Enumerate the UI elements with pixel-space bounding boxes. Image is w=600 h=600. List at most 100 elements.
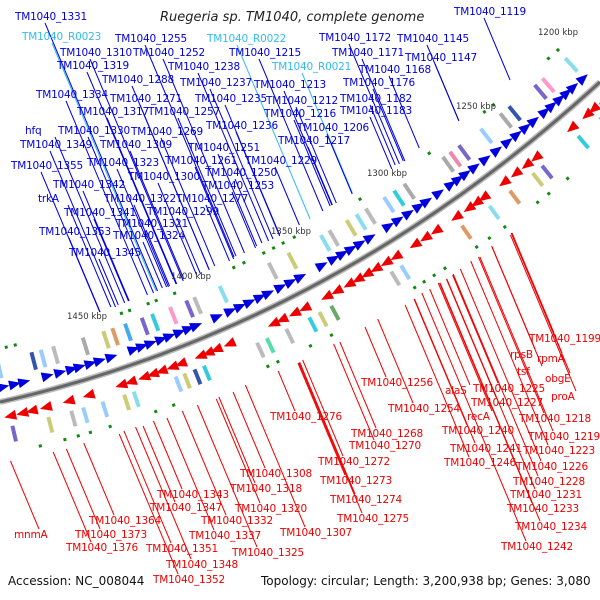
forward-gene-label[interactable]: TM1040_1324 [113, 230, 185, 242]
forward-gene-label[interactable]: TM1040_1261 [165, 155, 237, 167]
forward-gene-label[interactable]: TM1040_1171 [332, 47, 404, 59]
forward-gene-label[interactable]: TM1040_1212 [266, 95, 338, 107]
forward-gene-label[interactable]: TM1040_1345 [69, 247, 141, 259]
forward-gene-label[interactable]: TM1040_1331 [15, 11, 87, 23]
reverse-gene-label[interactable]: TM1040_1199 [529, 333, 600, 345]
forward-gene-label[interactable]: TM1040_1323 [87, 157, 159, 169]
reverse-gene-label[interactable]: TM1040_1352 [153, 574, 225, 586]
forward-gene-label[interactable]: TM1040_1145 [397, 33, 469, 45]
reverse-gene-label[interactable]: rpsB [510, 349, 533, 361]
reverse-gene-label[interactable]: TM1040_1223 [523, 445, 595, 457]
reverse-gene-label[interactable]: tsf [517, 366, 530, 378]
forward-gene-label[interactable]: TM1040_1176 [343, 77, 415, 89]
forward-gene-label[interactable]: TM1040_1269 [131, 126, 203, 138]
reverse-gene-label[interactable]: TM1040_1256 [361, 377, 433, 389]
forward-gene-label[interactable]: TM1040_1310 [60, 47, 132, 59]
forward-gene-label[interactable]: TM1040_1168 [359, 64, 431, 76]
reverse-gene-label[interactable]: TM1040_1227 [471, 397, 543, 409]
reverse-gene-label[interactable]: TM1040_1226 [516, 461, 588, 473]
reverse-gene-label[interactable]: TM1040_1272 [318, 456, 390, 468]
forward-gene-label[interactable]: TM1040_1217 [278, 135, 350, 147]
forward-gene-label[interactable]: TM1040_1288 [102, 74, 174, 86]
forward-gene-label[interactable]: TM1040_1271 [110, 93, 182, 105]
forward-gene-label[interactable]: TM1040_1229 [245, 155, 317, 167]
reverse-gene-label[interactable]: proA [551, 391, 575, 403]
reverse-gene-label[interactable]: TM1040_1270 [349, 440, 421, 452]
reverse-gene-label[interactable]: TM1040_1231 [510, 489, 582, 501]
forward-gene-label[interactable]: TM1040_1257 [148, 106, 220, 118]
forward-gene-label[interactable]: TM1040_1342 [53, 179, 125, 191]
forward-gene-label[interactable]: TM1040_1147 [405, 52, 477, 64]
forward-gene-label[interactable]: TM1040_1317 [77, 106, 149, 118]
forward-gene-label[interactable]: TM1040_1253 [202, 180, 274, 192]
reverse-gene-label[interactable]: TM1040_1246 [444, 457, 516, 469]
forward-gene-label[interactable]: TM1040_1119 [454, 6, 526, 18]
forward-gene-label[interactable]: TM1040_1299 [147, 206, 219, 218]
reverse-gene-label[interactable]: TM1040_1228 [513, 476, 585, 488]
forward-gene-label[interactable]: TM1040_R0022 [207, 33, 287, 45]
forward-gene-label[interactable]: TM1040_1255 [115, 33, 187, 45]
forward-gene-label[interactable]: TM1040_1330 [58, 125, 130, 137]
forward-gene-label[interactable]: TM1040_1355 [11, 160, 83, 172]
reverse-gene-label[interactable]: TM1040_1268 [351, 428, 423, 440]
reverse-gene-label[interactable]: TM1040_1241 [450, 443, 522, 455]
reverse-gene-label[interactable]: TM1040_1376 [66, 542, 138, 554]
forward-gene-label[interactable]: hfq [25, 125, 42, 137]
reverse-gene-label[interactable]: TM1040_1320 [235, 503, 307, 515]
forward-gene-label[interactable]: TM1040_1277 [176, 193, 248, 205]
forward-gene-label[interactable]: TM1040_1300 [128, 171, 200, 183]
forward-gene-label[interactable]: TM1040_1319 [57, 60, 129, 72]
reverse-gene-label[interactable]: TM1040_1348 [166, 559, 238, 571]
forward-gene-label[interactable]: TM1040_1237 [180, 77, 252, 89]
reverse-gene-label[interactable]: TM1040_1233 [507, 503, 579, 515]
forward-gene-label[interactable]: TM1040_1250 [205, 167, 277, 179]
reverse-gene-label[interactable]: TM1040_1275 [337, 513, 409, 525]
forward-gene-label[interactable]: TM1040_1213 [254, 79, 326, 91]
reverse-gene-label[interactable]: TM1040_1242 [501, 541, 573, 553]
reverse-gene-label[interactable]: TM1040_1373 [75, 529, 147, 541]
forward-gene-label[interactable]: TM1040_1321 [116, 218, 188, 230]
forward-gene-label[interactable]: TM1040_1206 [297, 122, 369, 134]
reverse-gene-label[interactable]: alaS [445, 385, 467, 397]
forward-gene-label[interactable]: TM1040_1251 [188, 142, 260, 154]
forward-gene-label[interactable]: TM1040_1238 [168, 61, 240, 73]
reverse-gene-label[interactable]: TM1040_1351 [146, 543, 218, 555]
forward-gene-label[interactable]: TM1040_1349 [20, 139, 92, 151]
reverse-gene-label[interactable]: TM1040_1234 [515, 521, 587, 533]
reverse-gene-label[interactable]: TM1040_1318 [230, 483, 302, 495]
reverse-gene-label[interactable]: TM1040_1308 [240, 468, 312, 480]
forward-gene-label[interactable]: TM1040_1215 [229, 47, 301, 59]
reverse-gene-label[interactable]: TM1040_1325 [232, 547, 304, 559]
reverse-gene-label[interactable]: TM1040_1254 [388, 403, 460, 415]
reverse-gene-label[interactable]: TM1040_1343 [157, 489, 229, 501]
forward-gene-label[interactable]: TM1040_1353 [39, 226, 111, 238]
reverse-gene-label[interactable]: TM1040_1225 [473, 383, 545, 395]
forward-gene-label[interactable]: TM1040_R0023 [22, 31, 102, 43]
forward-gene-label[interactable]: TM1040_1236 [206, 120, 278, 132]
forward-gene-label[interactable]: TM1040_1235 [195, 93, 267, 105]
forward-gene-label[interactable]: TM1040_1334 [36, 89, 108, 101]
forward-gene-label[interactable]: TM1040_1183 [340, 105, 412, 117]
reverse-gene-label[interactable]: TM1040_1219 [528, 431, 600, 443]
reverse-gene-label[interactable]: TM1040_1332 [201, 515, 273, 527]
reverse-gene-label[interactable]: TM1040_1240 [442, 425, 514, 437]
reverse-gene-label[interactable]: mnmA [14, 529, 48, 541]
forward-gene-label[interactable]: TM1040_1172 [319, 32, 391, 44]
reverse-gene-label[interactable]: TM1040_1273 [320, 475, 392, 487]
reverse-gene-label[interactable]: TM1040_1364 [89, 515, 161, 527]
reverse-gene-label[interactable]: TM1040_1347 [150, 502, 222, 514]
reverse-gene-label[interactable]: rpmA [537, 353, 565, 365]
forward-gene-label[interactable]: TM1040_1252 [133, 47, 205, 59]
reverse-gene-label[interactable]: TM1040_1276 [270, 411, 342, 423]
forward-gene-label[interactable]: TM1040_1322 [104, 193, 176, 205]
reverse-gene-label[interactable]: TM1040_1274 [330, 494, 402, 506]
reverse-gene-label[interactable]: TM1040_1337 [189, 530, 261, 542]
reverse-gene-label[interactable]: obgE [545, 373, 571, 385]
forward-gene-label[interactable]: TM1040_1341 [64, 207, 136, 219]
reverse-gene-label[interactable]: recA [467, 411, 490, 423]
forward-gene-label[interactable]: TM1040_R0021 [272, 61, 352, 73]
forward-gene-label[interactable]: trkA [38, 193, 59, 205]
reverse-gene-label[interactable]: TM1040_1218 [519, 413, 591, 425]
forward-gene-label[interactable]: TM1040_1182 [340, 93, 412, 105]
forward-gene-label[interactable]: TM1040_1216 [264, 108, 336, 120]
